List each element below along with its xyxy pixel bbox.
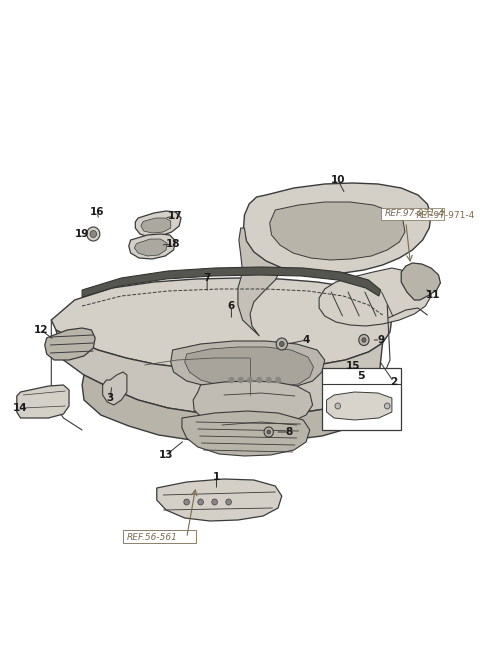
Polygon shape (134, 239, 167, 256)
Circle shape (184, 499, 190, 505)
Circle shape (87, 227, 100, 241)
Text: 2: 2 (390, 377, 397, 387)
Polygon shape (17, 385, 69, 418)
Text: 18: 18 (166, 239, 181, 249)
Circle shape (90, 230, 96, 237)
Text: REF.97-971-4: REF.97-971-4 (415, 211, 474, 220)
Text: 14: 14 (13, 403, 28, 413)
Polygon shape (326, 392, 392, 420)
Circle shape (264, 427, 274, 437)
Polygon shape (51, 278, 392, 370)
Polygon shape (182, 411, 310, 456)
Circle shape (276, 338, 288, 350)
Polygon shape (238, 228, 282, 336)
Circle shape (257, 377, 262, 382)
Text: 1: 1 (213, 472, 220, 482)
FancyBboxPatch shape (381, 208, 444, 220)
Text: REF.97-971-4: REF.97-971-4 (384, 209, 444, 218)
Circle shape (335, 403, 341, 409)
Text: 12: 12 (34, 325, 48, 335)
Text: 4: 4 (302, 335, 310, 345)
Circle shape (212, 499, 217, 505)
Text: 11: 11 (426, 290, 440, 300)
Polygon shape (56, 330, 383, 415)
Polygon shape (45, 328, 95, 360)
Circle shape (359, 335, 369, 346)
Polygon shape (135, 211, 181, 237)
Text: 8: 8 (286, 427, 293, 437)
Polygon shape (82, 375, 378, 442)
Polygon shape (319, 268, 431, 326)
Text: 19: 19 (75, 229, 89, 239)
Polygon shape (171, 341, 324, 390)
Circle shape (229, 377, 234, 382)
Circle shape (384, 403, 390, 409)
FancyBboxPatch shape (322, 368, 401, 430)
Circle shape (226, 499, 231, 505)
Circle shape (279, 342, 284, 346)
Text: 10: 10 (331, 175, 345, 185)
Text: 5: 5 (357, 371, 365, 381)
Text: REF.56-561: REF.56-561 (127, 533, 178, 541)
Text: 9: 9 (377, 335, 384, 345)
Text: 6: 6 (228, 301, 235, 311)
Text: 13: 13 (159, 450, 173, 460)
Circle shape (248, 377, 252, 382)
Polygon shape (193, 381, 312, 427)
Circle shape (198, 499, 204, 505)
Circle shape (362, 338, 366, 342)
Polygon shape (103, 372, 127, 405)
Circle shape (267, 430, 271, 434)
Text: 7: 7 (204, 273, 211, 283)
Polygon shape (270, 202, 405, 260)
Polygon shape (141, 218, 171, 233)
Polygon shape (185, 347, 313, 388)
Circle shape (239, 377, 243, 382)
Text: 15: 15 (346, 361, 360, 371)
Circle shape (276, 377, 280, 382)
Polygon shape (82, 267, 381, 297)
Polygon shape (243, 183, 431, 274)
Circle shape (266, 377, 271, 382)
Text: 17: 17 (168, 211, 183, 221)
Text: 3: 3 (107, 393, 114, 403)
Polygon shape (157, 479, 282, 521)
Polygon shape (401, 263, 441, 300)
Text: 16: 16 (90, 207, 104, 217)
FancyBboxPatch shape (123, 530, 196, 543)
Polygon shape (129, 234, 175, 259)
